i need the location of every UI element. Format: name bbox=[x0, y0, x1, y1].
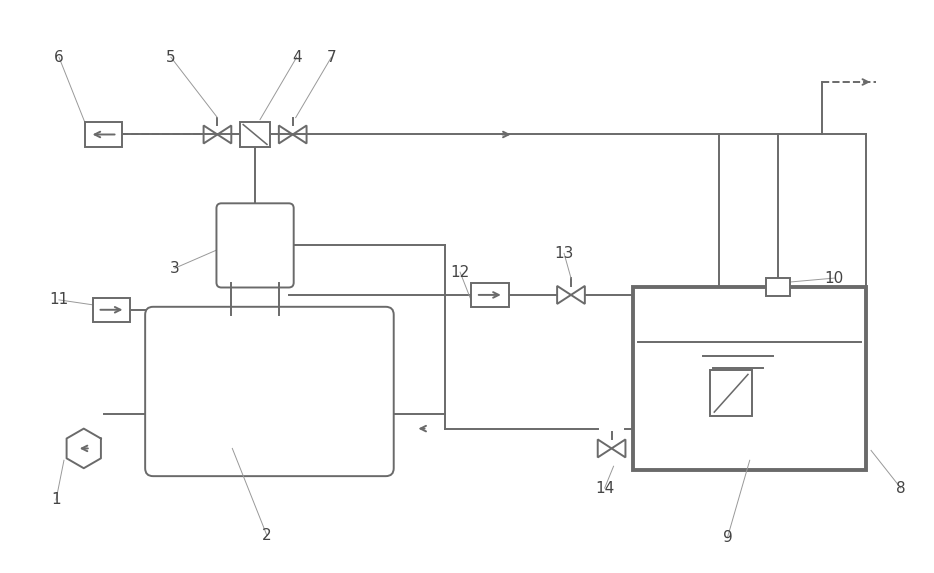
FancyBboxPatch shape bbox=[217, 203, 293, 288]
Text: 1: 1 bbox=[51, 492, 61, 508]
Text: 2: 2 bbox=[262, 528, 272, 543]
Text: 9: 9 bbox=[723, 530, 732, 545]
Text: 4: 4 bbox=[291, 50, 302, 65]
Bar bbox=[633, 287, 866, 470]
Text: 3: 3 bbox=[170, 261, 179, 276]
Text: 8: 8 bbox=[896, 481, 906, 496]
Text: 10: 10 bbox=[825, 270, 844, 285]
Text: 5: 5 bbox=[166, 50, 176, 65]
Text: 13: 13 bbox=[555, 246, 573, 261]
Bar bbox=[711, 371, 752, 416]
Text: 7: 7 bbox=[327, 50, 336, 65]
Bar bbox=[766, 278, 789, 296]
Bar bbox=[85, 121, 122, 147]
Bar bbox=[240, 121, 270, 147]
Bar bbox=[471, 283, 509, 307]
Bar bbox=[92, 298, 131, 321]
Text: 11: 11 bbox=[50, 292, 68, 307]
Text: 6: 6 bbox=[54, 50, 64, 65]
Text: 14: 14 bbox=[595, 481, 615, 496]
FancyBboxPatch shape bbox=[145, 307, 394, 476]
Text: 12: 12 bbox=[450, 265, 470, 280]
